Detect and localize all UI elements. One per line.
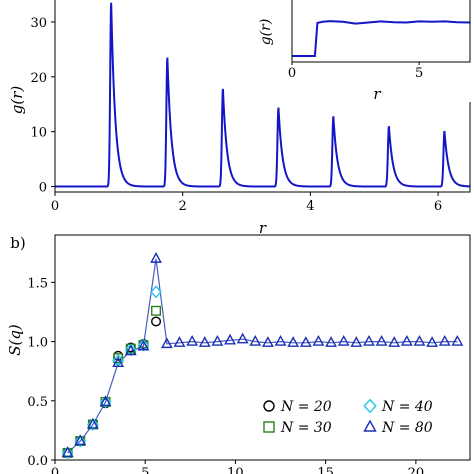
y-axis-label: g(r) bbox=[8, 86, 26, 115]
x-tick-label: 15 bbox=[317, 466, 334, 474]
x-tick-label: 0 bbox=[51, 199, 59, 214]
sq-point-triangle bbox=[198, 336, 211, 347]
panel-b-frame bbox=[54, 234, 471, 461]
inset-x-tick-label: 5 bbox=[415, 66, 423, 81]
gr-curve bbox=[55, 2, 471, 188]
legend-label: N = 80 bbox=[381, 420, 433, 436]
sq-point-triangle bbox=[274, 334, 287, 346]
sq-point-triangle bbox=[86, 417, 99, 429]
sq-point-triangle bbox=[61, 446, 74, 458]
y-tick-label: 1.0 bbox=[27, 336, 48, 351]
sq-point-diamond bbox=[124, 343, 137, 357]
sq-point-triangle bbox=[160, 337, 173, 349]
sq-point-triangle bbox=[350, 336, 363, 347]
x-tick-label: 0 bbox=[51, 466, 59, 474]
legend-label: N = 20 bbox=[280, 399, 332, 415]
inset-curve bbox=[292, 20, 471, 57]
legend-marker-triangle bbox=[363, 419, 377, 432]
sq-point-triangle bbox=[375, 334, 388, 346]
sq-point-diamond bbox=[61, 446, 74, 460]
y-tick-label: 1.5 bbox=[27, 276, 48, 291]
sq-point-triangle bbox=[137, 339, 150, 351]
sq-point-triangle bbox=[249, 334, 262, 346]
y-tick-label: 30 bbox=[30, 16, 47, 31]
sq-point-triangle bbox=[363, 334, 375, 346]
x-tick-label: 10 bbox=[227, 466, 244, 474]
panel-a-gr: 0 2 4 6 0 10 20 30 r g(r) 0 5 r g(r) bbox=[8, 0, 472, 237]
sq-point-triangle bbox=[99, 395, 112, 407]
sq-point-triangle bbox=[438, 334, 451, 346]
legend-marker-circle bbox=[263, 400, 275, 412]
sq-point-triangle bbox=[211, 334, 224, 346]
sq-point-diamond bbox=[86, 418, 99, 431]
inset-background bbox=[290, 0, 472, 102]
y-tick-label: 0.5 bbox=[27, 395, 48, 410]
sq-point-triangle bbox=[451, 334, 464, 346]
sq-point-triangle bbox=[287, 336, 300, 347]
panel-b-label: b) bbox=[10, 234, 25, 252]
panel-b-sq: 0 5 10 15 20 0.0 0.5 1.0 1.5 S(q) b) N = 20 N = 30 N … bbox=[6, 234, 471, 474]
x-tick-label: 4 bbox=[306, 199, 314, 214]
sq-point-triangle bbox=[400, 334, 413, 346]
legend-marker-square bbox=[263, 421, 275, 433]
y-tick-label: 0 bbox=[39, 181, 47, 196]
y-tick-label: 0.0 bbox=[27, 454, 48, 469]
sq-point-square bbox=[151, 305, 162, 316]
legend-marker-diamond bbox=[363, 398, 377, 414]
sq-point-triangle bbox=[124, 344, 137, 356]
legend-label: N = 30 bbox=[280, 420, 332, 436]
sq-point-triangle bbox=[388, 336, 401, 347]
sq-point-triangle bbox=[299, 336, 312, 347]
y-tick-label: 20 bbox=[30, 71, 47, 86]
inset-y-axis-label: g(r) bbox=[258, 19, 274, 46]
legend-label: N = 40 bbox=[381, 399, 433, 415]
sq-point-triangle bbox=[337, 334, 350, 346]
sq-point-diamond bbox=[74, 434, 87, 448]
inset-frame bbox=[291, 0, 471, 63]
inset-x-axis-label: r bbox=[373, 85, 381, 103]
sq-point-square bbox=[113, 353, 124, 364]
x-tick-label: 5 bbox=[141, 466, 149, 474]
sq-point-triangle bbox=[112, 356, 125, 368]
x-tick-label: 2 bbox=[179, 199, 187, 214]
sq-point-triangle bbox=[261, 336, 274, 347]
sq-point-triangle bbox=[150, 252, 162, 263]
sq-point-diamond bbox=[150, 285, 162, 299]
sq-point-triangle bbox=[74, 434, 87, 446]
sq-point-circle bbox=[151, 316, 162, 327]
sq-point-diamond bbox=[137, 338, 150, 352]
x-tick-label: 20 bbox=[408, 466, 425, 474]
y-axis-label: S(q) bbox=[6, 324, 24, 356]
sq-point-triangle bbox=[325, 336, 337, 347]
sq-point-triangle bbox=[173, 336, 186, 347]
sq-point-triangle bbox=[236, 332, 249, 344]
sq-point-triangle bbox=[413, 334, 426, 346]
x-tick-label: 6 bbox=[434, 199, 442, 214]
sq-point-diamond bbox=[99, 395, 112, 409]
y-tick-label: 10 bbox=[30, 126, 47, 141]
sq-point-triangle bbox=[312, 334, 325, 346]
x-axis-label: r bbox=[259, 219, 267, 237]
sq-point-triangle bbox=[224, 333, 236, 345]
sq-point-triangle bbox=[426, 336, 439, 347]
inset-x-tick-label: 0 bbox=[288, 66, 296, 81]
sq-point-triangle bbox=[186, 334, 199, 346]
